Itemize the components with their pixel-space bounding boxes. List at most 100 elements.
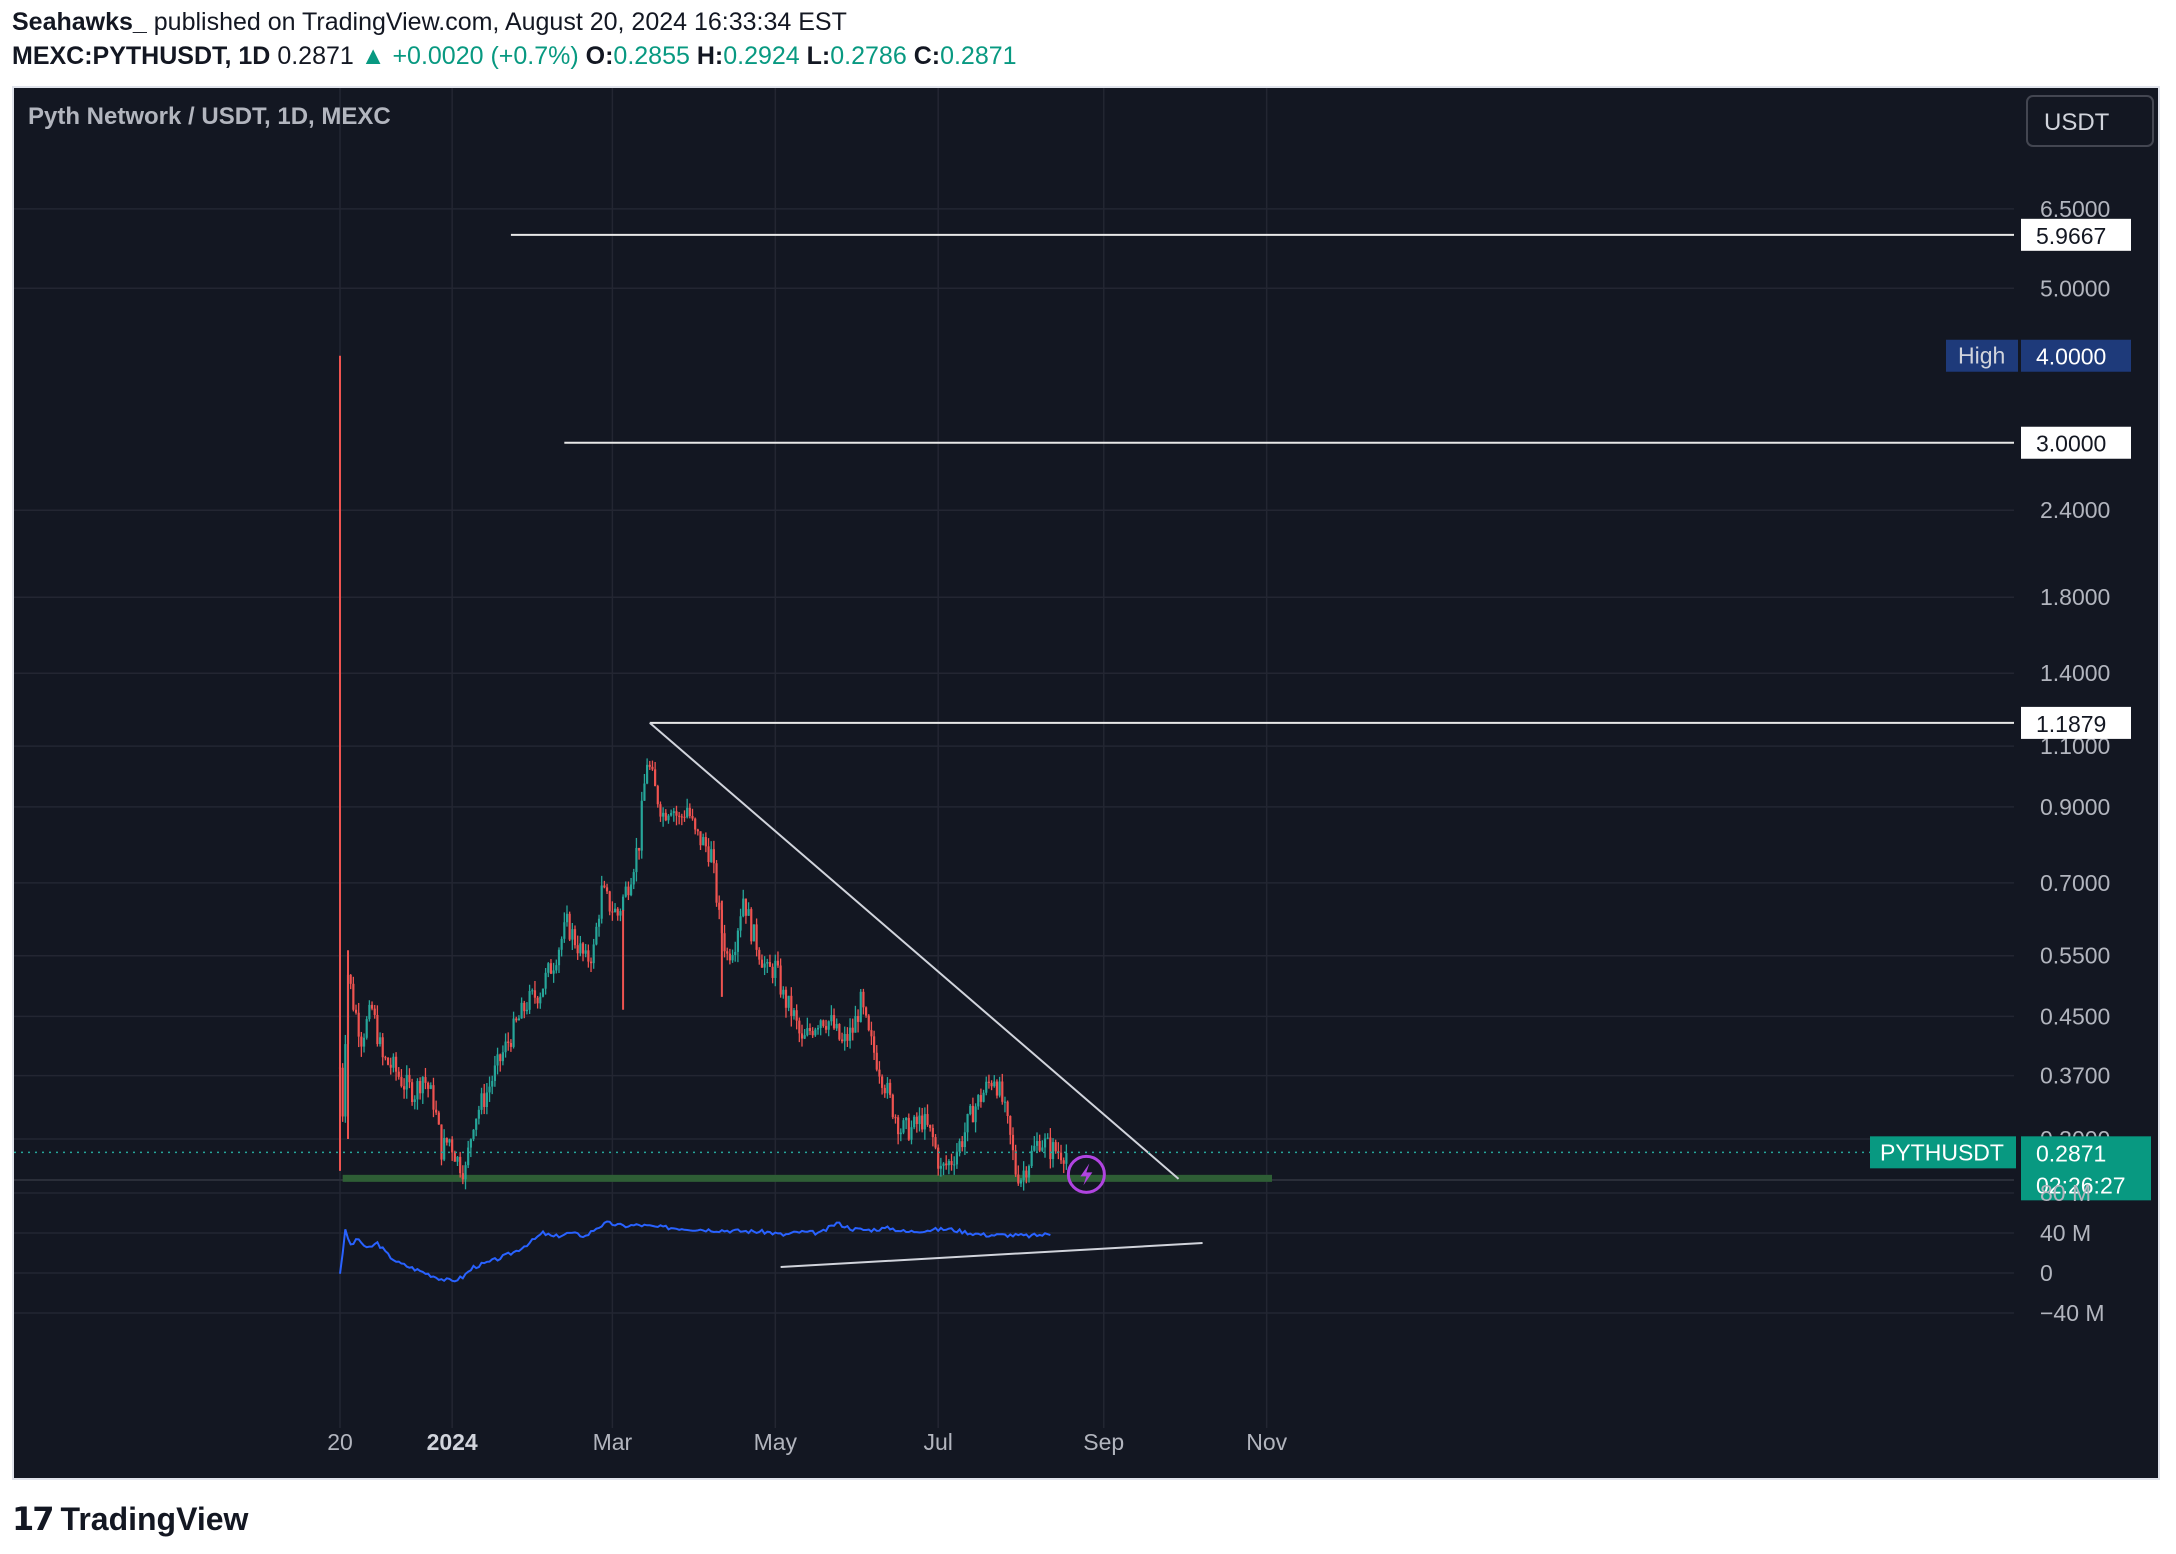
candle-body xyxy=(461,1173,464,1180)
symbol-label[interactable]: MEXC:PYTHUSDT, 1D xyxy=(12,42,271,70)
candle-body xyxy=(659,804,662,817)
candle-body xyxy=(1022,1170,1025,1181)
candle-body xyxy=(835,1023,838,1029)
candle-body xyxy=(680,816,683,818)
candle-body xyxy=(512,1018,515,1047)
candle-body xyxy=(464,1165,467,1180)
candle-body xyxy=(926,1114,929,1125)
candle-body xyxy=(728,953,731,961)
candle-body xyxy=(581,943,585,954)
candle-body xyxy=(875,1052,878,1070)
candle-body xyxy=(424,1077,427,1083)
candle-body xyxy=(859,991,862,1022)
candle-body xyxy=(774,960,777,978)
candle-body xyxy=(779,965,782,995)
candle-body xyxy=(629,884,633,896)
candle-body xyxy=(547,963,550,973)
candle-body xyxy=(990,1082,993,1087)
level-tag-label: 3.0000 xyxy=(2036,431,2106,457)
price-change: ▲ +0.0020 (+0.7%) xyxy=(360,42,579,70)
x-tick-label: 20 xyxy=(327,1429,353,1455)
close-value: 0.2871 xyxy=(940,42,1017,70)
candle-body xyxy=(605,887,609,892)
y-tick-label: 0.4500 xyxy=(2040,1003,2110,1029)
candle-body xyxy=(437,1112,440,1125)
close-label: C: xyxy=(913,42,941,70)
candle-body xyxy=(822,1020,825,1027)
y-tick-label: 2.4000 xyxy=(2040,497,2110,523)
candle-body xyxy=(531,990,534,992)
candle-body xyxy=(408,1074,411,1083)
candle-body xyxy=(373,1008,376,1015)
candle-body xyxy=(750,909,753,942)
candle-body xyxy=(491,1080,494,1087)
candle-body xyxy=(776,960,780,966)
candle-body xyxy=(854,1016,857,1033)
candle-body xyxy=(565,913,569,923)
candle-body xyxy=(459,1156,462,1174)
tradingview-logo[interactable]: 𝟭𝟳 TradingView xyxy=(12,1500,248,1538)
candle-body xyxy=(352,983,355,1010)
candle-body xyxy=(448,1139,451,1143)
candle-body xyxy=(688,807,691,817)
candle-body xyxy=(354,1009,358,1013)
candle-body xyxy=(881,1076,884,1088)
candle-body xyxy=(667,815,670,821)
y-tick-label: 0.5500 xyxy=(2040,943,2110,969)
candle-body xyxy=(384,1057,387,1059)
candle-body xyxy=(1025,1170,1028,1178)
candle-body xyxy=(905,1117,908,1121)
candle-body xyxy=(1033,1145,1036,1151)
open-label: O: xyxy=(585,42,614,70)
symbol-tag xyxy=(1870,1136,2016,1169)
author-name[interactable]: Seahawks_ xyxy=(12,8,147,36)
candle-body xyxy=(763,963,766,968)
obv-tick-label: 0 xyxy=(2040,1260,2053,1286)
candle-body xyxy=(931,1127,934,1138)
candle-body xyxy=(443,1137,446,1160)
candle-body xyxy=(974,1106,977,1123)
candle-body xyxy=(1035,1141,1039,1146)
candle-body xyxy=(784,989,788,1008)
candle-body xyxy=(886,1082,889,1094)
chart-canvas[interactable]: Pyth Network / USDT, 1D, MEXC USDT6.50005… xyxy=(14,88,2158,1478)
candles xyxy=(338,758,1068,1191)
candle-body xyxy=(589,961,593,964)
y-tick-label: 5.0000 xyxy=(2040,275,2110,301)
candle-body xyxy=(867,1015,870,1031)
currency-button[interactable] xyxy=(2026,95,2154,147)
candle-body xyxy=(718,902,721,910)
candle-body xyxy=(576,945,579,954)
y-tick-label: 0.7000 xyxy=(2040,870,2110,896)
candle-body xyxy=(635,847,638,873)
candle-body xyxy=(870,1030,873,1037)
candle-body xyxy=(910,1127,913,1140)
candle-body xyxy=(584,950,587,954)
candle-body xyxy=(544,972,547,989)
candle-body xyxy=(806,1028,809,1036)
candle-body xyxy=(600,885,603,919)
candle-body xyxy=(995,1081,999,1096)
candle-body xyxy=(381,1037,384,1058)
candle-body xyxy=(469,1139,472,1148)
candle-body xyxy=(365,1019,368,1038)
candle-body xyxy=(942,1163,945,1166)
candle-body xyxy=(507,1041,510,1044)
candle-body xyxy=(485,1092,488,1107)
candle-body xyxy=(862,991,865,1008)
currency-button-label: USDT xyxy=(2044,109,2110,136)
candle-body xyxy=(427,1082,430,1089)
candle-body xyxy=(370,1004,374,1009)
candle-body xyxy=(803,1035,806,1039)
candle-body xyxy=(840,1039,844,1042)
candle-body xyxy=(533,990,537,998)
candle-body xyxy=(982,1092,985,1102)
candle-body xyxy=(838,1023,841,1040)
candle-body xyxy=(1041,1147,1044,1151)
candle-body xyxy=(621,896,625,912)
candle-body xyxy=(747,909,750,916)
candle-body xyxy=(362,1037,366,1047)
candle-body xyxy=(501,1052,505,1062)
x-tick-label: May xyxy=(754,1429,798,1455)
chart-frame[interactable]: Pyth Network / USDT, 1D, MEXC USDT 6.5000 5… xyxy=(12,86,2160,1480)
